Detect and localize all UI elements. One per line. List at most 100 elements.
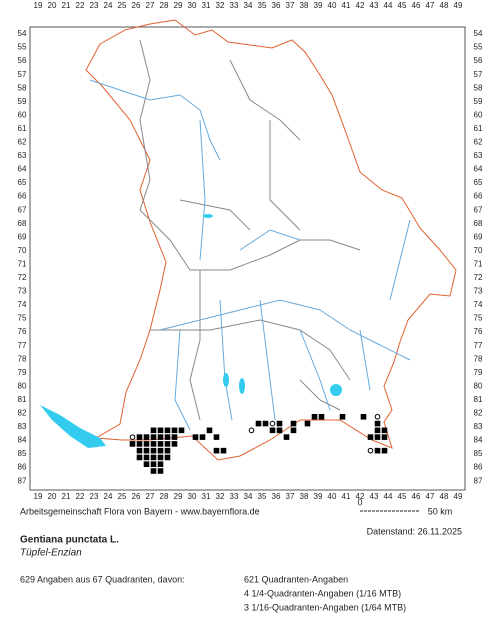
x-label: 48 — [440, 1, 449, 10]
occurrence-circle — [374, 413, 381, 420]
occurrence — [318, 413, 325, 420]
x-label: 38 — [300, 492, 309, 501]
x-label: 46 — [412, 1, 421, 10]
y-label: 71 — [18, 259, 27, 268]
occurrence — [171, 434, 178, 440]
y-label: 68 — [18, 219, 27, 228]
y-label: 65 — [18, 178, 27, 187]
x-label: 30 — [188, 492, 197, 501]
occurrence — [164, 447, 171, 454]
x-label: 22 — [76, 1, 85, 10]
y-label: 61 — [474, 124, 483, 133]
y-label: 66 — [18, 192, 27, 201]
y-label: 80 — [474, 381, 483, 390]
occurrence — [374, 420, 381, 427]
x-label: 21 — [62, 492, 71, 501]
lake — [40, 405, 106, 448]
summary: 629 Angaben aus 67 Quadranten, davon: — [20, 574, 185, 584]
y-label: 84 — [18, 436, 27, 445]
x-label: 39 — [314, 492, 323, 501]
y-label: 73 — [18, 287, 27, 296]
x-label: 21 — [62, 1, 71, 10]
y-label: 70 — [18, 246, 27, 255]
occurrence — [157, 441, 164, 447]
y-label: 59 — [18, 97, 27, 106]
occurrence — [269, 427, 276, 434]
occurrence — [199, 434, 206, 440]
y-label: 85 — [474, 449, 483, 458]
occurrence — [367, 434, 374, 440]
occurrence — [143, 447, 150, 454]
occurrence — [213, 434, 220, 440]
occurrence — [143, 441, 150, 447]
x-label: 48 — [440, 492, 449, 501]
occurrence — [143, 434, 150, 440]
x-label: 40 — [328, 492, 337, 501]
x-label: 25 — [118, 492, 127, 501]
x-label: 26 — [132, 1, 141, 10]
y-label: 86 — [474, 463, 483, 472]
occurrence — [262, 420, 269, 427]
x-label: 41 — [342, 492, 351, 501]
y-label: 87 — [18, 476, 27, 485]
occurrence — [157, 427, 164, 434]
occurrence — [164, 454, 171, 461]
occurrence — [290, 427, 297, 434]
y-label: 64 — [474, 165, 483, 174]
rivers — [89, 79, 411, 431]
y-label: 77 — [18, 341, 27, 350]
x-label: 42 — [356, 492, 365, 501]
x-label: 33 — [230, 1, 239, 10]
x-label: 43 — [370, 492, 379, 501]
occurrence-circle — [129, 434, 136, 440]
occurrence — [304, 420, 311, 427]
x-label: 41 — [342, 1, 351, 10]
x-label: 27 — [146, 1, 155, 10]
occurrence — [150, 441, 157, 447]
occurrence — [164, 441, 171, 447]
y-label: 66 — [474, 192, 483, 201]
y-label: 77 — [474, 341, 483, 350]
y-label: 78 — [18, 354, 27, 363]
x-label: 47 — [426, 492, 435, 501]
x-label: 31 — [202, 492, 211, 501]
y-label: 58 — [474, 83, 483, 92]
occurrence — [171, 441, 178, 447]
y-label: 54 — [18, 29, 27, 38]
district-borders — [139, 39, 361, 421]
y-label: 72 — [18, 273, 27, 282]
y-label: 60 — [18, 110, 27, 119]
occurrence — [129, 441, 136, 447]
occurrence — [157, 468, 164, 474]
y-label: 57 — [474, 70, 483, 79]
x-label: 22 — [76, 492, 85, 501]
x-label: 44 — [384, 1, 393, 10]
x-label: 38 — [300, 1, 309, 10]
occurrence — [136, 447, 143, 454]
x-label: 23 — [90, 492, 99, 501]
occurrence — [276, 427, 283, 434]
x-label: 45 — [398, 492, 407, 501]
occurrence — [157, 447, 164, 454]
lakes — [40, 214, 342, 448]
y-label: 81 — [18, 395, 27, 404]
y-label: 65 — [474, 178, 483, 187]
occurrence — [192, 434, 199, 440]
y-label: 62 — [18, 138, 27, 147]
y-label: 63 — [18, 151, 27, 160]
y-label: 67 — [18, 205, 27, 214]
occurrence — [143, 461, 150, 468]
occurrence — [178, 427, 185, 434]
occurrence — [150, 454, 157, 461]
credit: Arbeitsgemeinschaft Flora von Bayern - w… — [20, 506, 260, 516]
lake — [239, 378, 245, 394]
y-label: 55 — [474, 43, 483, 52]
y-label: 78 — [474, 354, 483, 363]
occurrence — [150, 461, 157, 468]
occurrence — [157, 434, 164, 440]
x-label: 43 — [370, 1, 379, 10]
occurrence — [171, 427, 178, 434]
y-label: 74 — [18, 300, 27, 309]
occurrence — [255, 420, 262, 427]
y-label: 55 — [18, 43, 27, 52]
